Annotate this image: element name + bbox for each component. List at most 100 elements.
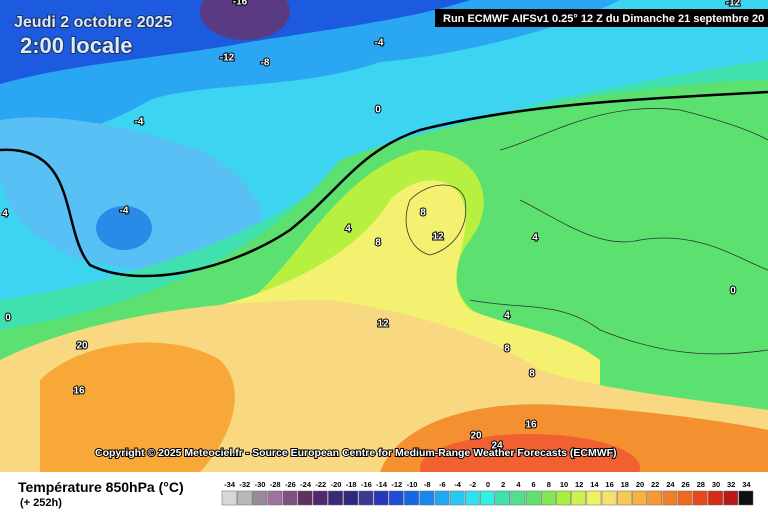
contour-label: 12 xyxy=(377,319,389,330)
scale-label: 4 xyxy=(516,480,521,489)
contour-label: 16 xyxy=(73,386,85,397)
scale-label: 22 xyxy=(651,480,659,489)
color-swatch xyxy=(267,490,283,506)
contour-label: -4 xyxy=(135,117,144,128)
scale-label: 16 xyxy=(605,480,613,489)
color-swatch xyxy=(540,490,556,506)
scale-label: -18 xyxy=(346,480,357,489)
scale-label: 32 xyxy=(727,480,735,489)
color-swatch xyxy=(525,490,541,506)
scale-label: 6 xyxy=(532,480,536,489)
scale-label: 30 xyxy=(712,480,720,489)
color-swatch xyxy=(236,490,252,506)
run-box xyxy=(435,9,768,27)
color-swatch xyxy=(586,490,602,506)
color-swatch xyxy=(571,490,587,506)
scale-label: 24 xyxy=(666,480,675,489)
color-swatch xyxy=(632,490,647,506)
color-swatch xyxy=(388,490,404,506)
color-swatch xyxy=(708,490,723,506)
scale-label: -14 xyxy=(376,480,388,489)
color-swatch xyxy=(328,490,343,506)
scale-label: -16 xyxy=(361,480,372,489)
scale-label: -10 xyxy=(407,480,418,489)
scale-label: -12 xyxy=(391,480,402,489)
scale-label: -22 xyxy=(315,480,326,489)
scale-label: 0 xyxy=(486,480,490,489)
color-swatch xyxy=(495,490,511,506)
contour-label: 24 xyxy=(491,441,503,452)
contour-label: 8 xyxy=(375,238,381,249)
scale-label: -4 xyxy=(454,480,461,489)
scale-label: 14 xyxy=(590,480,599,489)
color-swatch xyxy=(738,490,754,506)
scale-label: -2 xyxy=(469,480,476,489)
color-swatch xyxy=(480,490,495,506)
color-swatch xyxy=(556,490,571,506)
color-swatch xyxy=(312,490,328,506)
scale-label: 2 xyxy=(501,480,505,489)
contour-label: 8 xyxy=(529,369,535,380)
contour-label: 8 xyxy=(504,344,510,355)
scale-label: 12 xyxy=(575,480,583,489)
contour-labels: -16 -12 -8 -4 -12 -4 -4 0 4 4 8 8 12 4 0 0 4 12 8 8 20 16 16 20… xyxy=(1,0,741,453)
color-swatch xyxy=(692,490,708,506)
scale-label: 28 xyxy=(697,480,705,489)
contour-label: 4 xyxy=(532,233,538,244)
scale-label: 10 xyxy=(560,480,568,489)
scale-label: -34 xyxy=(224,480,236,489)
color-swatch xyxy=(449,490,465,506)
color-swatch xyxy=(510,490,526,506)
scale-label: 18 xyxy=(621,480,629,489)
contour-label: -8 xyxy=(261,58,270,69)
contour-label: -12 xyxy=(220,53,235,64)
color-swatch xyxy=(677,490,693,506)
scale-label: 8 xyxy=(547,480,551,489)
contour-label: 16 xyxy=(525,420,537,431)
color-swatch xyxy=(419,490,435,506)
contour-label: 20 xyxy=(470,431,482,442)
contour-label: -12 xyxy=(726,0,741,9)
contour-label: 8 xyxy=(420,208,426,219)
contour-label: -4 xyxy=(120,206,129,217)
color-swatch xyxy=(434,490,450,506)
forecast-time: 2:00 locale xyxy=(20,33,133,58)
copyright: Copyright © 2025 Meteociel.fr - Source E… xyxy=(95,447,617,459)
color-swatch xyxy=(464,490,480,506)
color-swatch xyxy=(297,490,313,506)
contour-label: -4 xyxy=(375,38,384,49)
scale-label: -8 xyxy=(424,480,431,489)
color-swatch xyxy=(221,490,237,506)
scale-label: -32 xyxy=(239,480,250,489)
contour-label: 0 xyxy=(5,313,11,324)
scale-label: 26 xyxy=(681,480,689,489)
lead-time: (+ 252h) xyxy=(20,497,62,509)
contour-label: -16 xyxy=(233,0,248,8)
run-info: Run ECMWF AIFSv1 0.25° 12 Z du Dimanche … xyxy=(443,13,764,25)
scale-label: -28 xyxy=(270,480,281,489)
color-swatch xyxy=(282,490,298,506)
color-swatch xyxy=(404,490,419,506)
color-swatch xyxy=(358,490,374,506)
color-swatch xyxy=(647,490,663,506)
contour-label: 20 xyxy=(76,341,88,352)
scale-label: -26 xyxy=(285,480,296,489)
scale-label: -6 xyxy=(439,480,446,489)
legend-title: Température 850hPa (°C) xyxy=(18,479,184,495)
scale-label: 34 xyxy=(742,480,751,489)
color-swatch xyxy=(616,490,632,506)
color-swatch xyxy=(662,490,678,506)
color-swatch xyxy=(373,490,389,506)
contour-label: 4 xyxy=(2,209,8,220)
color-swatch xyxy=(601,490,617,506)
color-swatch xyxy=(252,490,267,506)
contour-label: 4 xyxy=(504,311,510,322)
scale-label: -24 xyxy=(300,480,312,489)
scale-label: -20 xyxy=(331,480,342,489)
color-swatch xyxy=(723,490,739,506)
contour-label: 12 xyxy=(432,232,444,243)
contour-label: 4 xyxy=(345,224,351,235)
contour-label: 0 xyxy=(375,105,381,116)
